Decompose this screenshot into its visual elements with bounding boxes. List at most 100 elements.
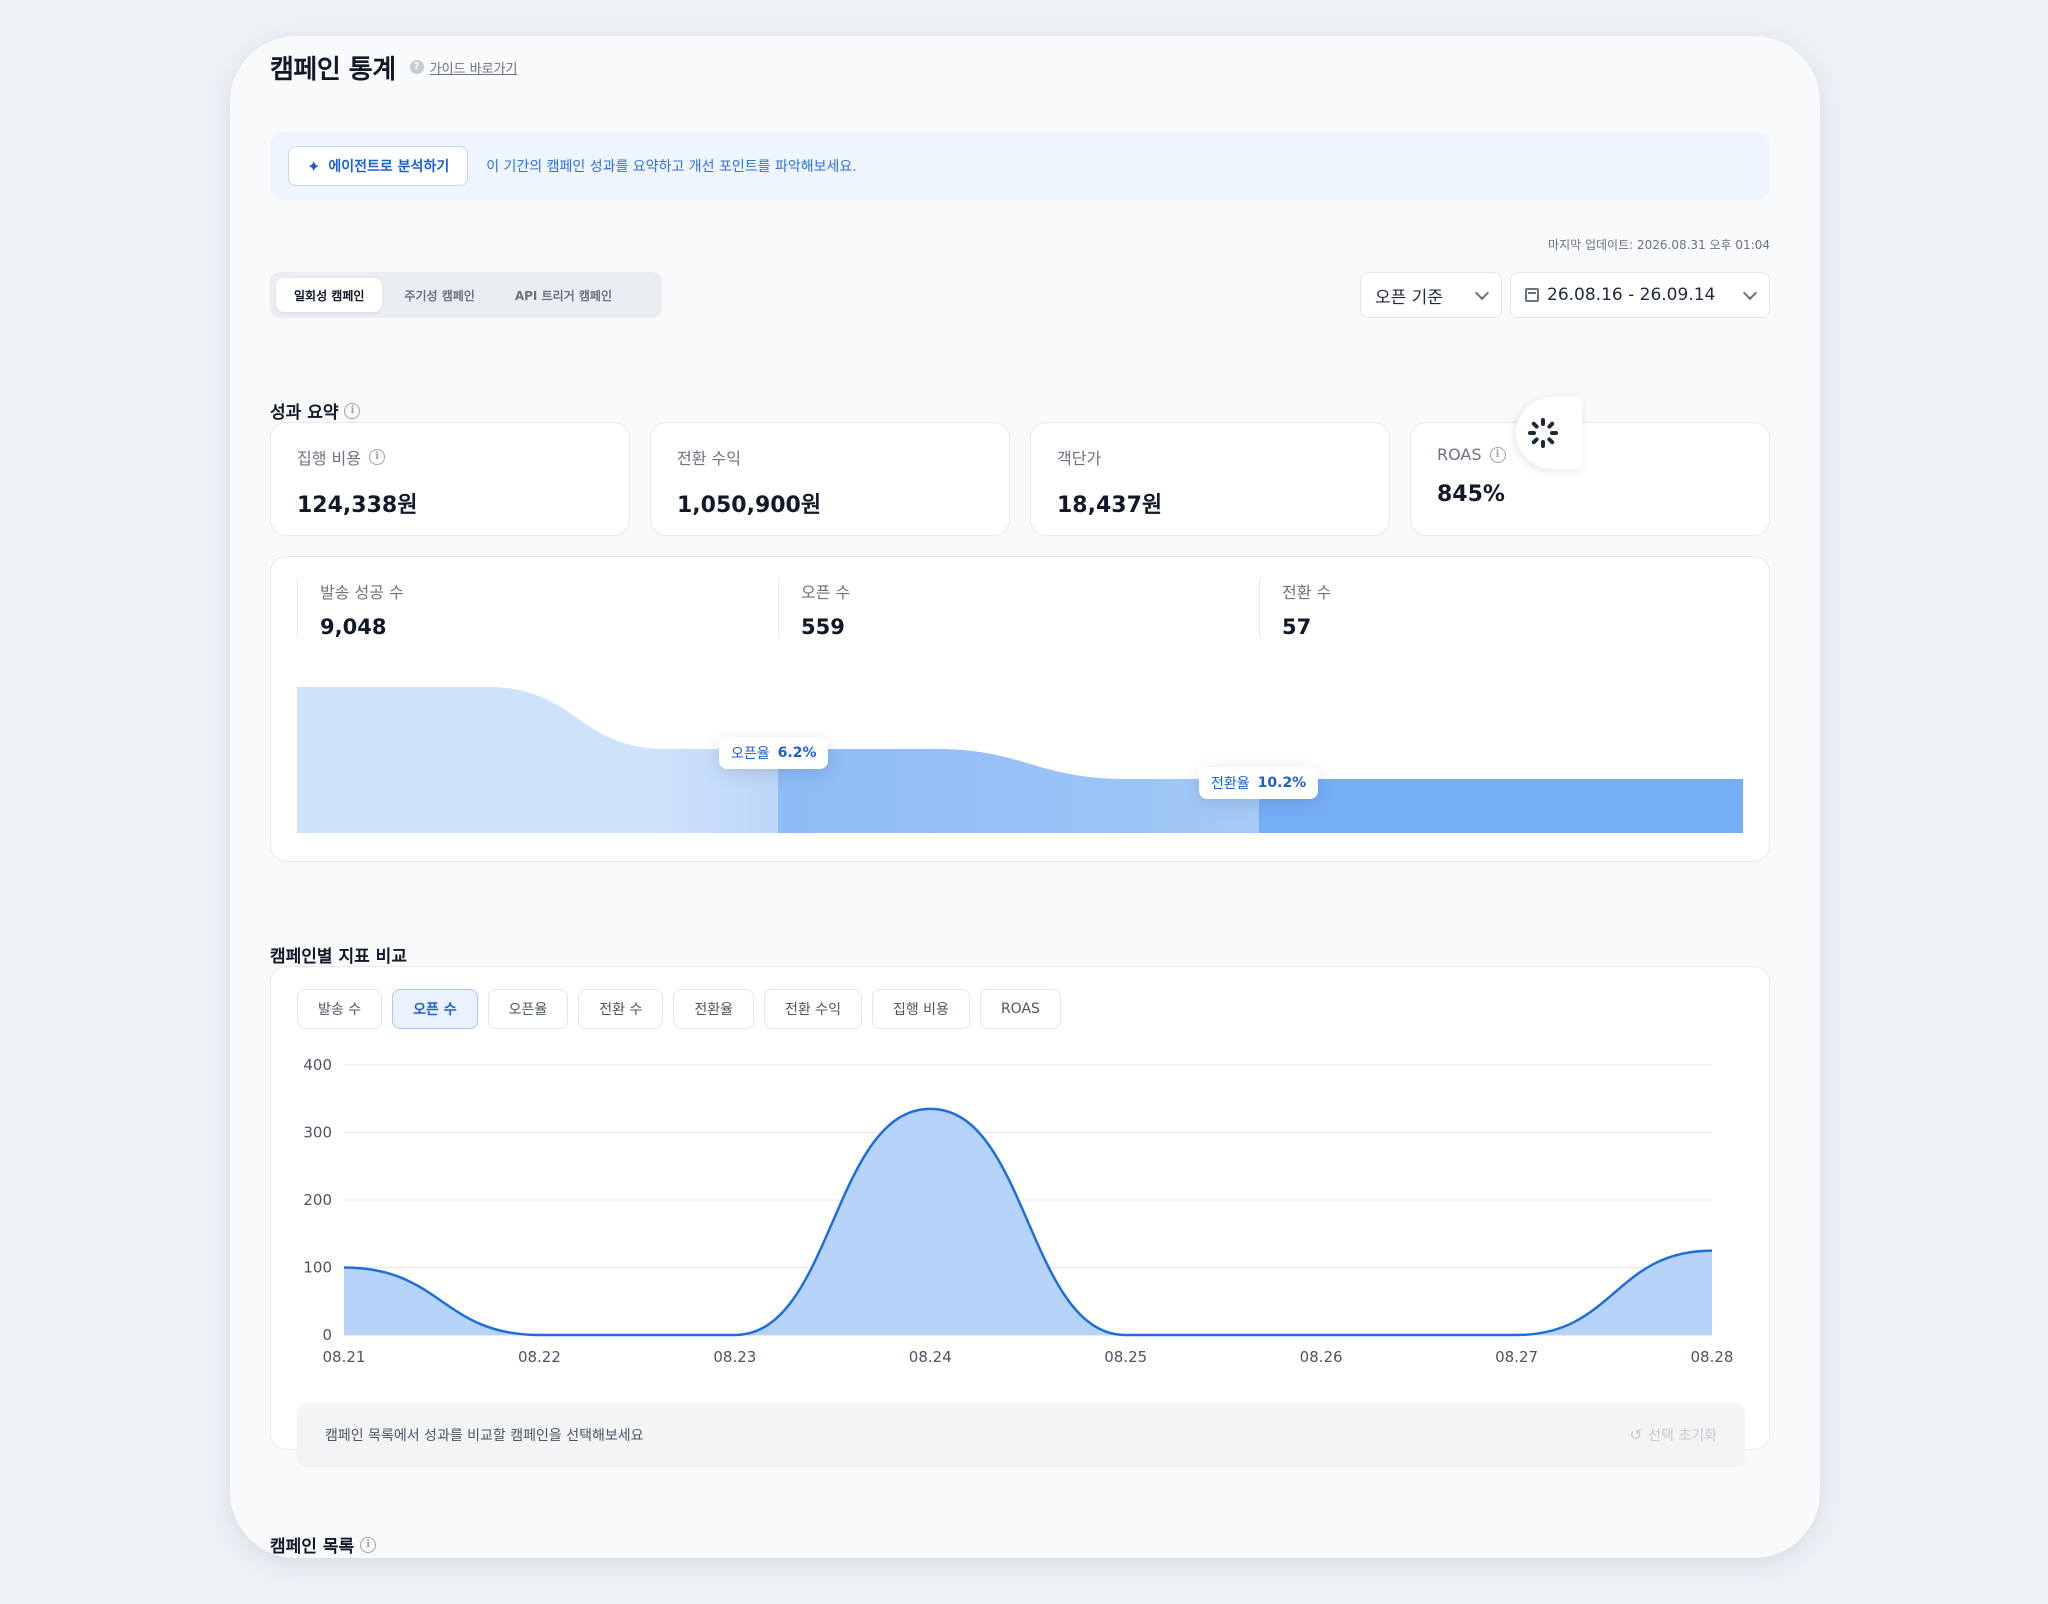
loading-spinner-icon — [1528, 418, 1558, 448]
comparison-hint-bar: 캠페인 목록에서 성과를 비교할 캠페인을 선택해보세요 ↺ 선택 초기화 — [297, 1403, 1745, 1467]
kpi-card-roas: ROAS i 845% — [1410, 422, 1770, 536]
last-update-text: 마지막 업데이트: 2026.08.31 오후 01:04 — [1548, 238, 1770, 252]
kpi-value: 18,437원 — [1057, 493, 1163, 518]
open-rate-label: 오픈율 — [731, 746, 770, 762]
guide-link[interactable]: 가이드 바로가기 — [429, 61, 518, 77]
date-range-value: 26.08.16 - 26.09.14 — [1547, 285, 1716, 305]
app-window: 캠페인 통계 ? 가이드 바로가기 ✦ 에이전트로 분석하기 이 기간의 캠페인… — [230, 36, 1820, 1558]
question-icon: ? — [409, 60, 424, 74]
funnel-stat-sent: 발송 성공 수 9,048 — [297, 579, 404, 639]
y-tick-label: 300 — [303, 1124, 332, 1142]
kpi-value: 124,338원 — [297, 493, 418, 518]
info-icon[interactable]: i — [344, 402, 361, 419]
campaign-type-tabs: 일회성 캠페인 주기성 캠페인 API 트리거 캠페인 — [270, 272, 662, 318]
x-tick-label: 08.27 — [1495, 1348, 1538, 1366]
calendar-icon — [1525, 288, 1539, 302]
open-rate-badge: 오픈율 6.2% — [719, 737, 829, 769]
chevron-down-icon — [1742, 285, 1758, 300]
tab-api-trigger-campaign[interactable]: API 트리거 캠페인 — [514, 288, 612, 303]
agent-analyze-button[interactable]: ✦ 에이전트로 분석하기 — [288, 146, 469, 186]
info-icon[interactable]: i — [368, 449, 385, 465]
metric-tab-conversion-rate[interactable]: 전환율 — [673, 989, 754, 1029]
kpi-label-text: 전환 수익 — [677, 449, 741, 468]
x-tick-label: 08.22 — [518, 1348, 561, 1366]
kpi-card-spend: 집행 비용 i 124,338원 — [270, 422, 630, 536]
tab-recurring-campaign[interactable]: 주기성 캠페인 — [404, 288, 475, 303]
campaign-list-title-text: 캠페인 목록 — [270, 1537, 355, 1557]
conversion-rate-badge: 전환율 10.2% — [1199, 767, 1319, 799]
series-line — [343, 1107, 1713, 1337]
metric-tab-conversion-revenue[interactable]: 전환 수익 — [763, 989, 862, 1029]
x-tick-label: 08.24 — [909, 1348, 952, 1366]
metric-tab-conversions[interactable]: 전환 수 — [578, 989, 664, 1029]
y-tick-label: 400 — [303, 1056, 332, 1074]
kpi-label-text: ROAS — [1437, 445, 1482, 464]
metric-tabs: 발송 수 오픈 수 오픈율 전환 수 전환율 전환 수익 집행 비용 ROAS — [297, 989, 1061, 1029]
kpi-label: 객단가 — [1057, 445, 1363, 469]
funnel-stat-label: 전환 수 — [1282, 583, 1332, 602]
funnel-stat-value: 9,048 — [320, 615, 387, 639]
agent-banner: ✦ 에이전트로 분석하기 이 기간의 캠페인 성과를 요약하고 개선 포인트를 … — [270, 132, 1770, 200]
x-tick-label: 08.26 — [1300, 1348, 1343, 1366]
funnel-stage-open — [778, 749, 1259, 833]
kpi-value: 1,050,900원 — [677, 493, 822, 518]
reset-icon: ↺ — [1629, 1426, 1643, 1444]
info-icon[interactable]: i — [360, 1536, 377, 1553]
funnel-stat-value: 57 — [1282, 615, 1312, 639]
comparison-title-text: 캠페인별 지표 비교 — [270, 947, 407, 967]
funnel-stat-conversion: 전환 수 57 — [1259, 579, 1332, 639]
x-tick-label: 08.28 — [1691, 1348, 1734, 1366]
funnel-stat-label: 발송 성공 수 — [320, 583, 404, 602]
chevron-down-icon — [1474, 285, 1490, 300]
kpi-label: 전환 수익 — [677, 445, 983, 469]
basis-select-value: 오픈 기준 — [1375, 287, 1443, 308]
sparkle-icon: ✦ — [307, 156, 321, 176]
y-tick-label: 100 — [303, 1259, 332, 1277]
y-tick-label: 200 — [303, 1191, 332, 1209]
x-tick-label: 08.25 — [1104, 1348, 1147, 1366]
funnel-stage-sent — [297, 687, 778, 833]
kpi-label: 집행 비용 i — [297, 445, 603, 469]
metric-tab-roas[interactable]: ROAS — [979, 989, 1061, 1029]
basis-select[interactable]: 오픈 기준 — [1360, 272, 1502, 318]
page-title: 캠페인 통계 — [270, 54, 396, 85]
reset-selection-button[interactable]: ↺ 선택 초기화 — [1630, 1425, 1717, 1445]
summary-section-title: 성과 요약 i — [270, 398, 361, 423]
metric-tab-open-rate[interactable]: 오픈율 — [487, 989, 569, 1029]
kpi-card-average-order-value: 객단가 18,437원 — [1030, 422, 1390, 536]
metric-tab-sent[interactable]: 발송 수 — [297, 989, 383, 1029]
tab-one-time-campaign[interactable]: 일회성 캠페인 — [276, 278, 383, 312]
comparison-section-title: 캠페인별 지표 비교 — [270, 942, 407, 967]
info-icon[interactable]: i — [1489, 446, 1506, 463]
funnel-stat-open: 오픈 수 559 — [778, 579, 851, 639]
comparison-card: 발송 수 오픈 수 오픈율 전환 수 전환율 전환 수익 집행 비용 ROAS … — [270, 966, 1770, 1467]
kpi-label: ROAS i — [1437, 445, 1743, 464]
kpi-value: 845% — [1437, 482, 1505, 507]
open-rate-value: 6.2% — [777, 745, 817, 761]
conversion-rate-value: 10.2% — [1257, 775, 1307, 791]
comparison-hint-text: 캠페인 목록에서 성과를 비교할 캠페인을 선택해보세요 — [325, 1428, 644, 1444]
funnel-stat-label: 오픈 수 — [801, 583, 851, 602]
x-tick-label: 08.21 — [323, 1348, 366, 1366]
floating-assistant-button[interactable] — [1516, 397, 1582, 469]
metric-tab-opens[interactable]: 오픈 수 — [392, 989, 478, 1029]
page-header: 캠페인 통계 ? 가이드 바로가기 — [270, 48, 518, 86]
main-content: 캠페인 통계 ? 가이드 바로가기 ✦ 에이전트로 분석하기 이 기간의 캠페인… — [270, 36, 1770, 1558]
reset-selection-label: 선택 초기화 — [1648, 1428, 1717, 1444]
funnel-card: 발송 성공 수 9,048 오픈 수 559 전환 수 57 — [270, 556, 1770, 862]
funnel-stage-conversion — [1259, 779, 1743, 833]
kpi-card-conversion-revenue: 전환 수익 1,050,900원 — [650, 422, 1010, 536]
kpi-label-text: 집행 비용 — [297, 449, 361, 468]
agent-description: 이 기간의 캠페인 성과를 요약하고 개선 포인트를 파악해보세요. — [486, 159, 857, 175]
date-range-select[interactable]: 26.08.16 - 26.09.14 — [1510, 272, 1770, 318]
agent-analyze-label: 에이전트로 분석하기 — [328, 159, 450, 175]
funnel-chart — [297, 687, 1743, 833]
kpi-label-text: 객단가 — [1057, 449, 1102, 468]
y-tick-label: 0 — [322, 1326, 332, 1344]
metric-tab-spend[interactable]: 집행 비용 — [871, 989, 970, 1029]
x-tick-label: 08.23 — [713, 1348, 756, 1366]
comparison-line-chart: 0 100 200 300 400 08.21 08.22 08.23 08.24 08.25 08… — [303, 1056, 1734, 1366]
funnel-stat-value: 559 — [801, 615, 845, 639]
conversion-rate-label: 전환율 — [1211, 776, 1250, 792]
campaign-list-section-title: 캠페인 목록 i — [270, 1532, 377, 1557]
